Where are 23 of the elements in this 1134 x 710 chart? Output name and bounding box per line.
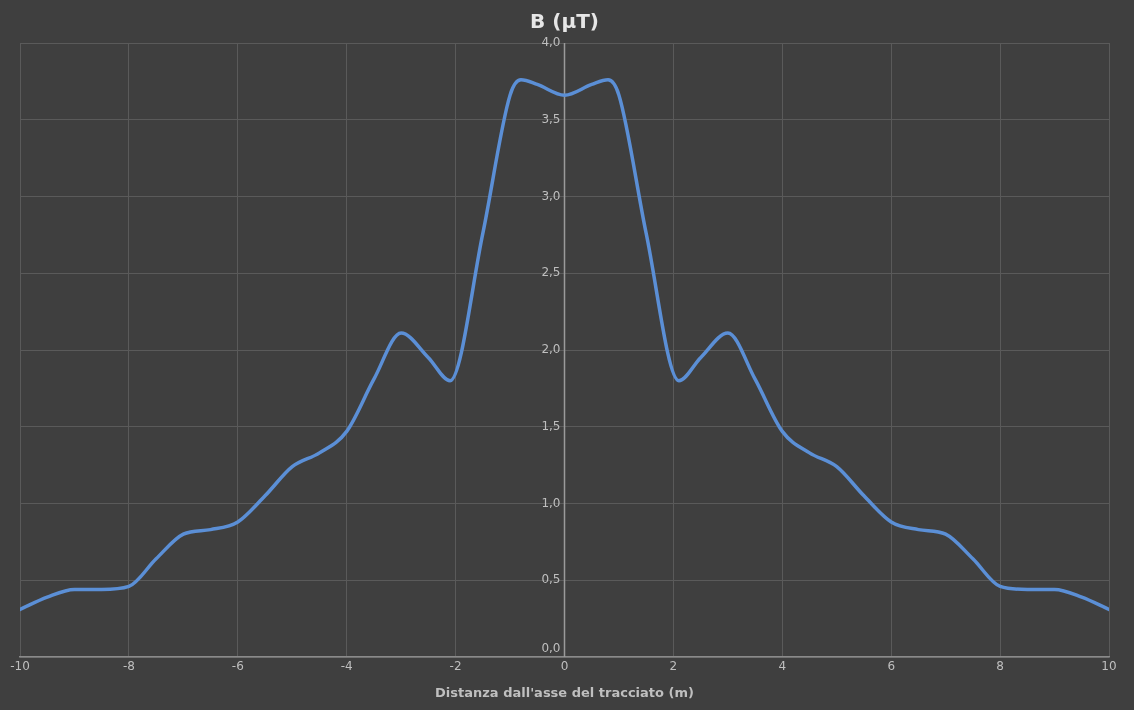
x-tick-label: 6 xyxy=(887,659,896,674)
x-tick-label: 2 xyxy=(669,659,678,674)
line-series xyxy=(20,78,1109,612)
y-tick-label: 2,0 xyxy=(541,342,561,357)
chart-title: B (µT) xyxy=(530,9,599,34)
y-tick-label: 3,5 xyxy=(541,111,561,126)
y-tick-label: 1,0 xyxy=(541,495,561,510)
y-tick-label: 4,0 xyxy=(541,35,561,50)
y-tick-label: 3,0 xyxy=(541,188,561,203)
x-tick-label: -10 xyxy=(10,659,30,674)
y-tick-label: 2,5 xyxy=(541,265,561,280)
x-tick-label: 10 xyxy=(1101,659,1117,674)
x-tick-label: -8 xyxy=(122,659,135,674)
x-tick-label: -6 xyxy=(231,659,244,674)
x-tick-label: 8 xyxy=(996,659,1004,674)
x-tick-label: 4 xyxy=(778,659,787,674)
x-axis-title: Distanza dall'asse del tracciato (m) xyxy=(435,684,694,700)
x-tick-label: 0 xyxy=(560,659,569,674)
y-tick-label: 0,0 xyxy=(541,641,561,656)
x-tick-label: -4 xyxy=(340,659,353,674)
y-tick-label: 1,5 xyxy=(541,418,561,433)
x-tick-label: -2 xyxy=(449,659,462,674)
y-tick-label: 0,5 xyxy=(541,572,561,587)
